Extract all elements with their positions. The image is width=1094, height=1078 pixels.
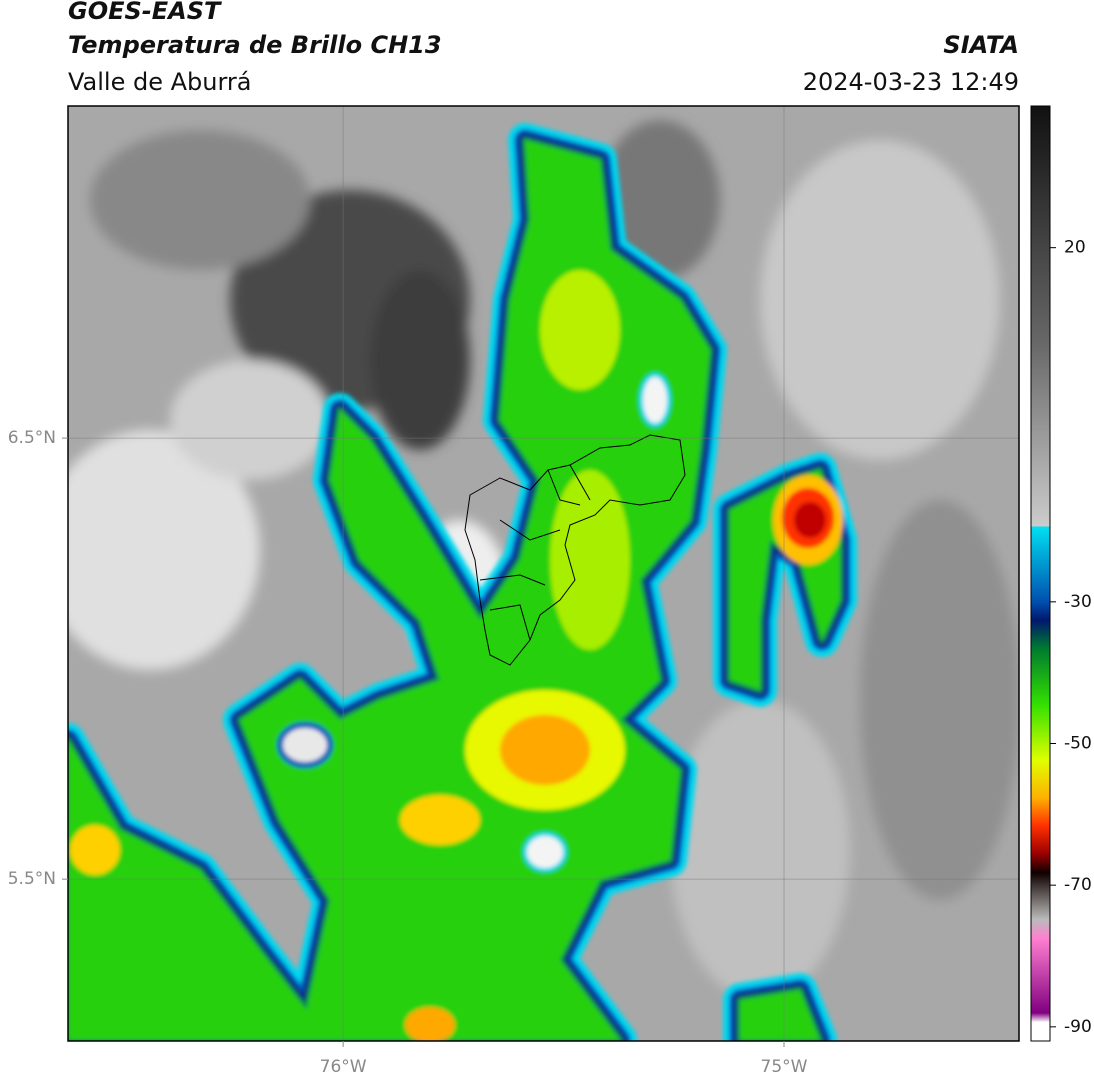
x-tick-label: 76°W xyxy=(320,1057,367,1077)
colorbar-tick-label: -50 xyxy=(1064,734,1092,754)
colorbar xyxy=(1030,105,1051,1042)
colorbar-tick-label: -30 xyxy=(1064,592,1092,612)
x-tick-label: 75°W xyxy=(761,1057,808,1077)
grid xyxy=(68,106,1019,1041)
source: SIATA xyxy=(943,31,1019,59)
product: Temperatura de Brillo CH13 xyxy=(68,31,442,59)
y-tick-label: 5.5°N xyxy=(8,869,56,889)
colorbar-tick-label: 20 xyxy=(1064,238,1086,258)
colorbar-tick-label: -70 xyxy=(1064,875,1092,895)
municipal-boundaries xyxy=(464,434,686,666)
map-frame xyxy=(67,105,1020,1042)
colorbar-tick-label: -90 xyxy=(1064,1017,1092,1037)
y-tick-label: 6.5°N xyxy=(8,428,56,448)
datetime: 2024-03-23 12:49 xyxy=(803,68,1019,96)
region: Valle de Aburrá xyxy=(68,68,252,96)
satellite-image xyxy=(68,106,1019,1041)
satellite: GOES-EAST xyxy=(68,0,222,25)
